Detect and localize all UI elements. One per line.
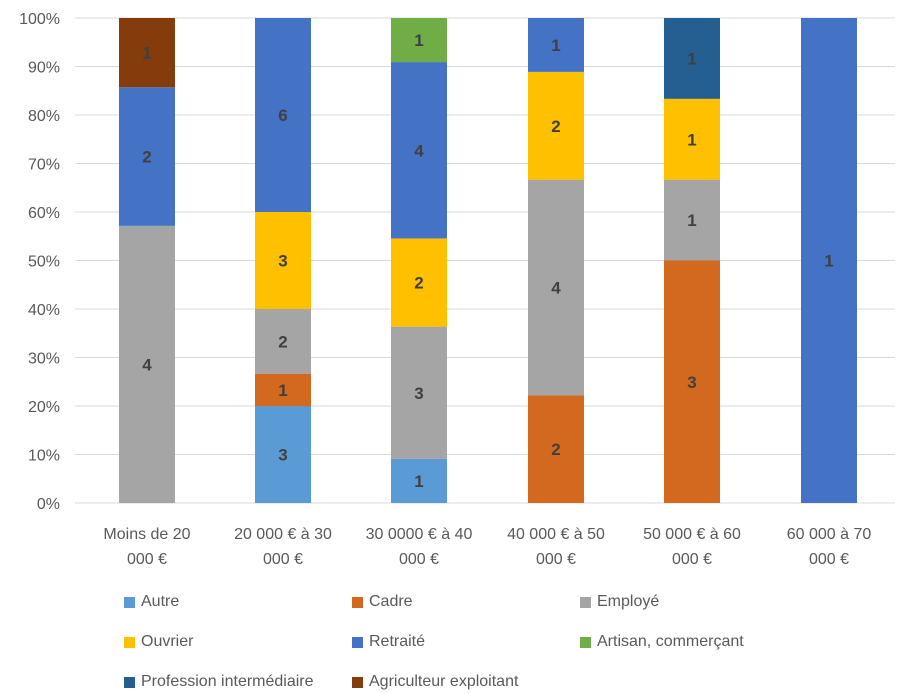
y-tick-label: 20% [28, 399, 60, 416]
x-category-label: 20 000 € à 30 [234, 526, 332, 543]
data-label: 4 [142, 355, 152, 374]
data-label: 3 [278, 252, 287, 271]
bar-segment [391, 18, 447, 63]
data-label: 2 [278, 332, 287, 351]
data-label: 1 [687, 211, 696, 230]
data-label: 1 [551, 36, 560, 55]
y-tick-label: 30% [28, 351, 60, 368]
data-label: 1 [142, 44, 151, 63]
data-label: 1 [687, 49, 696, 68]
bar-segment [255, 212, 311, 309]
bar-segment [391, 62, 447, 239]
y-tick-label: 90% [28, 60, 60, 77]
y-tick-label: 100% [19, 11, 60, 28]
y-tick-label: 0% [37, 496, 60, 513]
y-tick-label: 10% [28, 448, 60, 465]
bar-segment [255, 406, 311, 503]
bar-segment [119, 18, 175, 88]
x-category-label: Moins de 20 [103, 526, 190, 543]
gridlines [75, 17, 895, 504]
bar-segment [119, 87, 175, 226]
data-label: 2 [142, 148, 151, 167]
x-category-label: 000 € [127, 551, 167, 568]
bar-segment [664, 18, 720, 99]
y-axis-tick-labels: 0% 10% 20% 30% 40% 50% 60% 70% 80% 90% 100% [19, 11, 60, 513]
bar-segment [528, 18, 584, 72]
bar-segment [528, 71, 584, 180]
data-label: 4 [551, 278, 561, 297]
data-label: 3 [278, 446, 287, 465]
data-label: 3 [687, 373, 696, 392]
bar-segment [391, 326, 447, 459]
data-labels: 4 2 1 3 1 2 3 6 1 3 2 4 1 2 4 2 1 3 1 1 1 1 [142, 31, 833, 491]
y-tick-label: 80% [28, 108, 60, 125]
bar-segment [528, 395, 584, 503]
bar-segment [255, 309, 311, 374]
data-label: 2 [414, 274, 423, 293]
x-category-label: 000 € [672, 551, 712, 568]
data-label: 1 [414, 472, 423, 491]
data-label: 6 [278, 106, 287, 125]
bars [119, 18, 857, 503]
data-label: 1 [278, 381, 287, 400]
bar-segment [664, 179, 720, 261]
x-category-label: 000 € [399, 551, 439, 568]
bar-segment [664, 260, 720, 503]
x-category-label: 30 0000 € à 40 [366, 526, 473, 543]
x-category-label: 000 € [809, 551, 849, 568]
bar-segment [528, 179, 584, 396]
x-axis-category-labels: Moins de 20 000 € 20 000 € à 30 000 € 30 000… [103, 526, 871, 568]
data-label: 1 [824, 252, 833, 271]
data-label: 1 [687, 130, 696, 149]
data-label: 2 [551, 117, 560, 136]
bar-segment [391, 458, 447, 503]
x-category-label: 000 € [263, 551, 303, 568]
bar-segment [119, 225, 175, 503]
bar-segment [391, 238, 447, 327]
y-tick-label: 70% [28, 157, 60, 174]
x-category-label: 40 000 € à 50 [507, 526, 605, 543]
x-category-label: 60 000 à 70 [787, 526, 872, 543]
y-tick-label: 50% [28, 254, 60, 271]
data-label: 2 [551, 440, 560, 459]
bar-segment [664, 98, 720, 180]
bar-segment [801, 18, 857, 503]
data-label: 1 [414, 31, 423, 50]
x-category-label: 000 € [536, 551, 576, 568]
bar-segment [255, 18, 311, 212]
y-tick-label: 60% [28, 205, 60, 222]
y-tick-label: 40% [28, 302, 60, 319]
bar-segment [255, 373, 311, 406]
data-label: 3 [414, 384, 423, 403]
x-category-label: 50 000 € à 60 [643, 526, 741, 543]
data-label: 4 [414, 141, 424, 160]
